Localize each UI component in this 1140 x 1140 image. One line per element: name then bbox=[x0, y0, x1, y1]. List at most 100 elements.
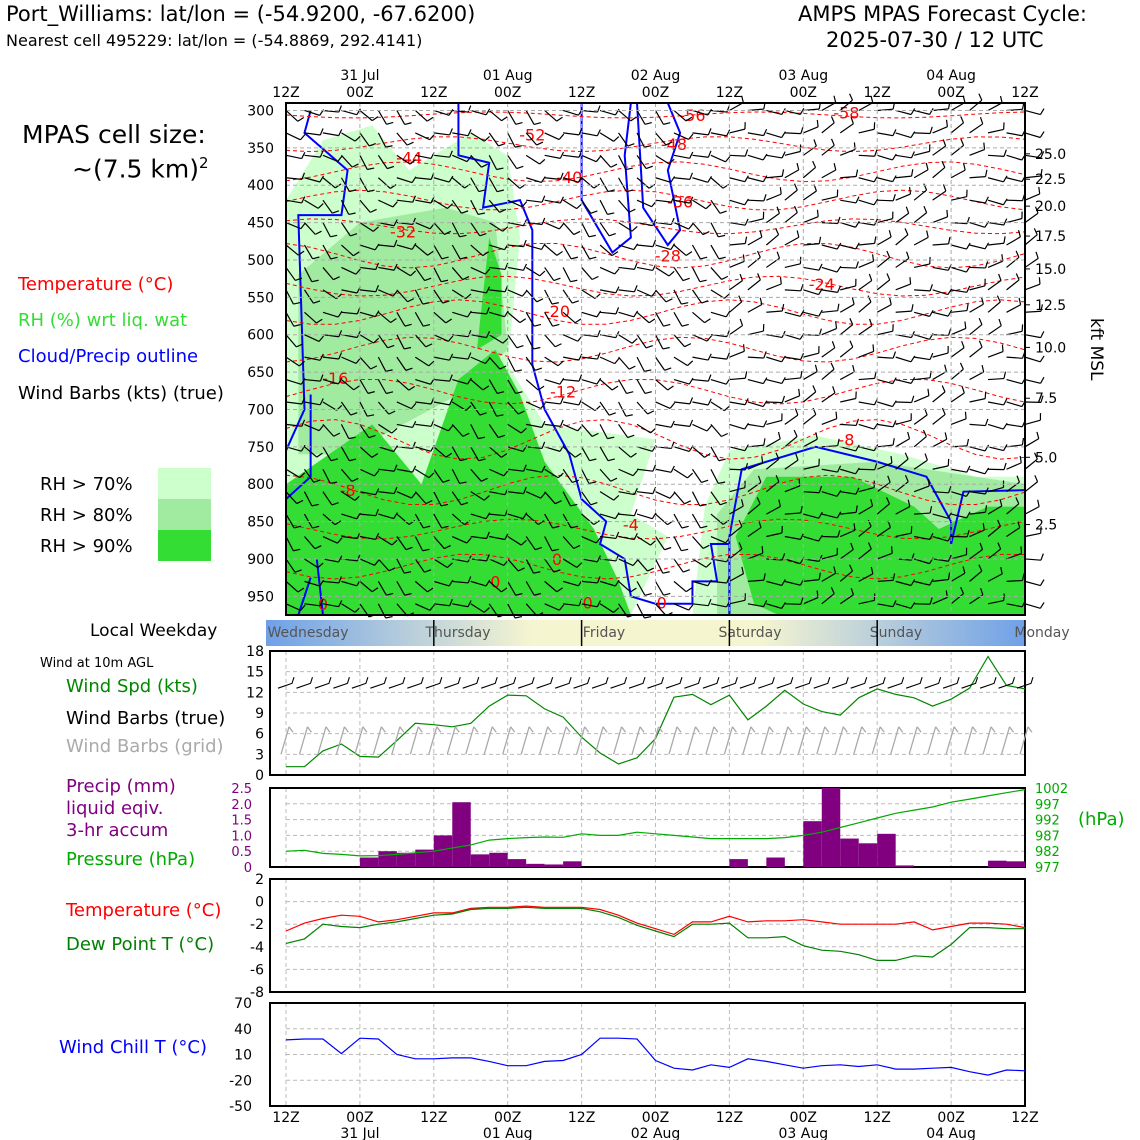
wind-barb-true bbox=[795, 677, 812, 689]
wind-barb bbox=[895, 228, 909, 246]
wind-barb bbox=[858, 462, 878, 471]
wind-barb bbox=[562, 289, 579, 304]
temperature-contour-label: -8 bbox=[340, 481, 356, 500]
kft-tick-label: 20.0 bbox=[1035, 199, 1066, 215]
wind-barb bbox=[969, 487, 989, 495]
wind-barb bbox=[913, 310, 934, 317]
wind-barb-grid bbox=[816, 726, 830, 755]
wind-barb bbox=[285, 513, 301, 529]
wind-barb bbox=[1024, 475, 1039, 493]
wind-barb-grid bbox=[483, 726, 497, 755]
wind-barb bbox=[636, 464, 657, 472]
wind-barb bbox=[285, 444, 306, 452]
hpa-unit-label: (hPa) bbox=[1078, 809, 1125, 830]
wind-barb bbox=[747, 438, 766, 448]
bottom-time-tick-label: 12Z bbox=[272, 1110, 299, 1126]
pressure-tick-label: 850 bbox=[247, 515, 274, 531]
wind-barb bbox=[655, 154, 675, 165]
wind-barb bbox=[766, 355, 786, 363]
precip-tick-label: 2.5 bbox=[231, 782, 252, 797]
wind-barb bbox=[821, 321, 838, 336]
wind-barb bbox=[710, 267, 729, 280]
wind-barb bbox=[839, 116, 854, 134]
wind-barb bbox=[433, 222, 452, 236]
wind-barb bbox=[599, 154, 618, 168]
wind-barb bbox=[507, 239, 527, 248]
wind-barb-true bbox=[850, 677, 868, 689]
windspd-tick-label: 15 bbox=[246, 665, 264, 681]
wind-barb bbox=[544, 377, 565, 385]
wind-barb bbox=[988, 149, 1007, 157]
windspd-tick-label: 12 bbox=[246, 685, 264, 701]
wind-barb bbox=[932, 209, 949, 224]
wind-barb bbox=[803, 590, 819, 605]
wind-barb bbox=[470, 603, 490, 613]
precip-bar bbox=[821, 788, 841, 867]
wind-barb bbox=[322, 576, 342, 584]
wind-barb bbox=[507, 356, 523, 372]
wind-barb bbox=[340, 199, 356, 215]
wind-barb bbox=[840, 196, 860, 204]
precip-bar bbox=[415, 849, 434, 867]
wind-barb bbox=[581, 352, 601, 360]
wind-barb bbox=[876, 297, 892, 313]
wind-barb bbox=[969, 297, 984, 313]
wind-barb bbox=[636, 239, 657, 248]
wind-barb bbox=[322, 289, 342, 300]
temperature-tick-label: -8 bbox=[250, 985, 264, 1001]
wind-barb bbox=[433, 311, 452, 324]
pressure-tick-label: 800 bbox=[247, 477, 274, 493]
wind-barb bbox=[802, 160, 817, 179]
wind-barb bbox=[322, 513, 342, 526]
wind-barb bbox=[747, 324, 765, 336]
wind-barb bbox=[525, 491, 546, 499]
wind-barb bbox=[1024, 206, 1039, 224]
wind-barb bbox=[673, 196, 694, 204]
wind-barb bbox=[285, 397, 306, 405]
wind-barb-true bbox=[721, 677, 738, 689]
wind-barb bbox=[507, 581, 523, 596]
wind-barb bbox=[359, 508, 379, 517]
wind-barb bbox=[673, 244, 693, 256]
wind-barb-grid bbox=[335, 726, 349, 755]
wind-barb bbox=[987, 593, 1005, 605]
wind-barb bbox=[895, 169, 914, 179]
wind-barb bbox=[507, 263, 528, 271]
wind-barb bbox=[396, 132, 414, 146]
wind-barb-grid bbox=[668, 726, 682, 755]
wind-barb bbox=[470, 468, 488, 482]
wind-barb bbox=[433, 267, 449, 283]
wind-barb bbox=[784, 283, 804, 292]
wind-barb-true bbox=[665, 677, 683, 689]
wind-barb bbox=[599, 579, 620, 587]
precip-bar bbox=[452, 802, 471, 867]
wind-barb bbox=[803, 346, 820, 358]
wind-barb bbox=[303, 491, 319, 507]
wind-barb bbox=[1006, 573, 1025, 582]
wind-barb bbox=[470, 424, 486, 440]
wind-barb bbox=[470, 108, 491, 116]
wind-barb bbox=[377, 154, 395, 170]
wind-barb bbox=[414, 513, 431, 529]
wind-barb bbox=[914, 107, 934, 115]
wind-barb bbox=[488, 379, 505, 394]
wind-barb bbox=[1006, 546, 1023, 560]
wind-barb bbox=[322, 105, 342, 113]
wind-barb bbox=[396, 176, 417, 184]
wind-barb-true bbox=[554, 677, 572, 689]
wind-barb-true bbox=[277, 677, 295, 689]
wind-barb bbox=[692, 108, 713, 116]
cloud-outline-2 bbox=[285, 394, 312, 500]
temperature-contour-label: -44 bbox=[396, 149, 422, 168]
wind-barb bbox=[932, 511, 953, 519]
cell-size-exponent: 2 bbox=[199, 154, 209, 172]
wind-barb bbox=[599, 132, 620, 142]
wind-barb bbox=[803, 364, 818, 381]
wind-barb bbox=[691, 468, 709, 484]
wind-barb bbox=[729, 122, 746, 134]
wind-barb bbox=[636, 379, 652, 395]
wind-barb bbox=[304, 398, 324, 406]
wind-barb bbox=[359, 199, 377, 213]
wind-barb bbox=[987, 318, 1002, 336]
wind-barb bbox=[692, 150, 712, 158]
